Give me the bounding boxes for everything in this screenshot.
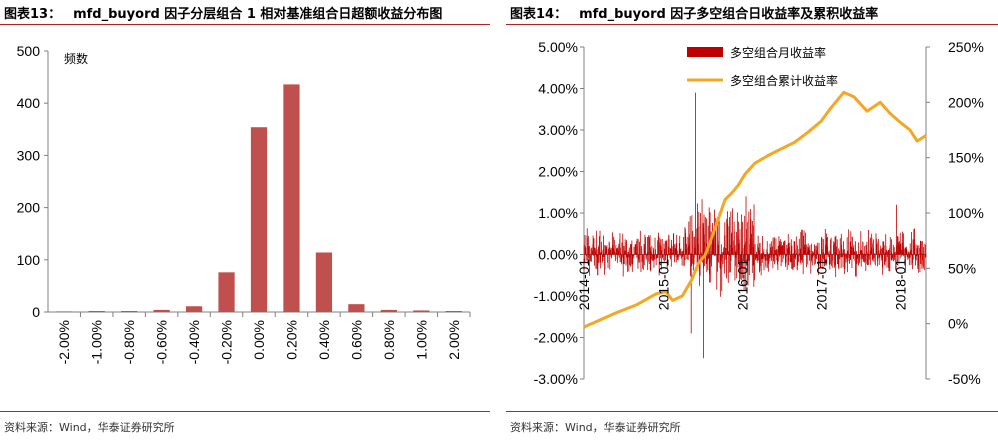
histogram-bar (413, 310, 430, 312)
legend-swatch-daily (687, 47, 723, 57)
x-tick-label: -0.40% (186, 320, 202, 364)
y-tick-label: 500 (17, 43, 41, 59)
x-tick-label: 2017-01 (814, 259, 830, 311)
right-y-tick-label: -50% (948, 371, 981, 387)
x-tick-label: -0.80% (121, 320, 137, 364)
figure-14-title: 图表14： mfd_buyord 因子多空组合日收益率及累积收益率 (510, 3, 878, 22)
left-y-tick-label: -3.00% (534, 371, 578, 387)
right-y-tick-label: 0% (948, 316, 968, 332)
right-y-tick-label: 100% (948, 205, 984, 221)
figure-14-number: 图表14： (510, 7, 568, 22)
left-y-tick-label: 3.00% (538, 122, 578, 138)
figure-14-title-text: mfd_buyord 因子多空组合日收益率及累积收益率 (579, 7, 879, 22)
right-y-tick-label: 150% (948, 150, 984, 166)
histogram-bar (250, 127, 268, 312)
histogram-bar (348, 304, 365, 312)
x-tick-label: 2016-01 (735, 259, 751, 311)
right-y-tick-label: 250% (948, 39, 984, 55)
x-tick-label: 0.80% (381, 320, 397, 360)
daily-return-series (583, 92, 927, 359)
right-y-tick-label: 50% (948, 260, 976, 276)
return-chart: 5.00% 4.00% 3.00% 2.00% 1.00% 0.00% -1.00% -2.0… (534, 39, 984, 387)
figure-14-panel: 图表14： mfd_buyord 因子多空组合日收益率及累积收益率 5.00% 4.… (506, 0, 998, 441)
figure-13-panel: 图表13： mfd_buyord 因子分层组合 1 相对基准组合日超额收益分布图 … (0, 0, 490, 441)
figure-13-source-rule (0, 411, 490, 412)
x-tick-label: 2.00% (446, 320, 462, 360)
legend-label-cumulative: 多空组合累计收益率 (730, 73, 838, 88)
left-y-tick-label: 2.00% (538, 164, 578, 180)
y-tick-label: 200 (17, 200, 41, 216)
figure-14-source-rule (506, 411, 998, 412)
x-tick-label: -1.00% (89, 320, 105, 364)
x-tick-label: 0.60% (348, 320, 364, 360)
figure-13-title: 图表13： mfd_buyord 因子分层组合 1 相对基准组合日超额收益分布图 (4, 3, 442, 22)
x-tick-label: -2.00% (56, 320, 72, 364)
histogram-bar (121, 311, 138, 312)
left-y-tick-label: 5.00% (538, 39, 578, 55)
histogram-bar (153, 309, 170, 312)
histogram-bar (56, 311, 73, 312)
histogram-bar (380, 309, 397, 312)
figure-13-title-text: mfd_buyord 因子分层组合 1 相对基准组合日超额收益分布图 (73, 7, 443, 22)
x-tick-label: -0.20% (219, 320, 235, 364)
figure-13-number: 图表13： (4, 7, 62, 22)
histogram-bar (88, 311, 105, 312)
x-tick-label: -0.60% (154, 320, 170, 364)
figure-14-source: 资料来源：Wind，华泰证券研究所 (510, 421, 681, 434)
left-y-tick-label: -2.00% (534, 330, 578, 346)
y-axis-label: 频数 (64, 51, 88, 66)
x-tick-label: 0.00% (251, 320, 267, 360)
histogram-bar (315, 252, 333, 312)
y-tick-label: 0 (32, 304, 40, 320)
x-tick-label: 0.20% (283, 320, 299, 360)
histogram-bar (283, 84, 300, 313)
legend-label-daily: 多空组合月收益率 (730, 45, 826, 60)
x-tick-label: 2015-01 (656, 259, 672, 311)
x-tick-label: 0.40% (316, 320, 332, 360)
x-tick-label: 1.00% (413, 320, 429, 360)
left-y-tick-label: 1.00% (538, 205, 578, 221)
x-tick-label: 2014-01 (576, 259, 592, 311)
histogram-bar (445, 311, 462, 312)
y-tick-label: 100 (17, 252, 41, 268)
figure-13-source: 资料来源：Wind，华泰证券研究所 (4, 421, 175, 434)
histogram-bar (218, 272, 235, 312)
figure-14-title-rule (506, 24, 998, 25)
y-tick-label: 400 (17, 95, 41, 111)
x-tick-label: 2018-01 (892, 259, 908, 311)
left-y-tick-label: 0.00% (538, 247, 578, 263)
cumulative-return-line (583, 90, 927, 329)
left-y-tick-label: -1.00% (534, 288, 578, 304)
left-y-tick-label: 4.00% (538, 81, 578, 97)
figure-13-title-rule (0, 24, 490, 25)
histogram-chart: 0 100 200 300 400 500 频数 -2.00% -1.00% -0.80% -0.6… (17, 43, 471, 364)
right-y-tick-label: 200% (948, 94, 984, 110)
y-tick-label: 300 (17, 147, 41, 163)
histogram-bar (185, 306, 203, 312)
